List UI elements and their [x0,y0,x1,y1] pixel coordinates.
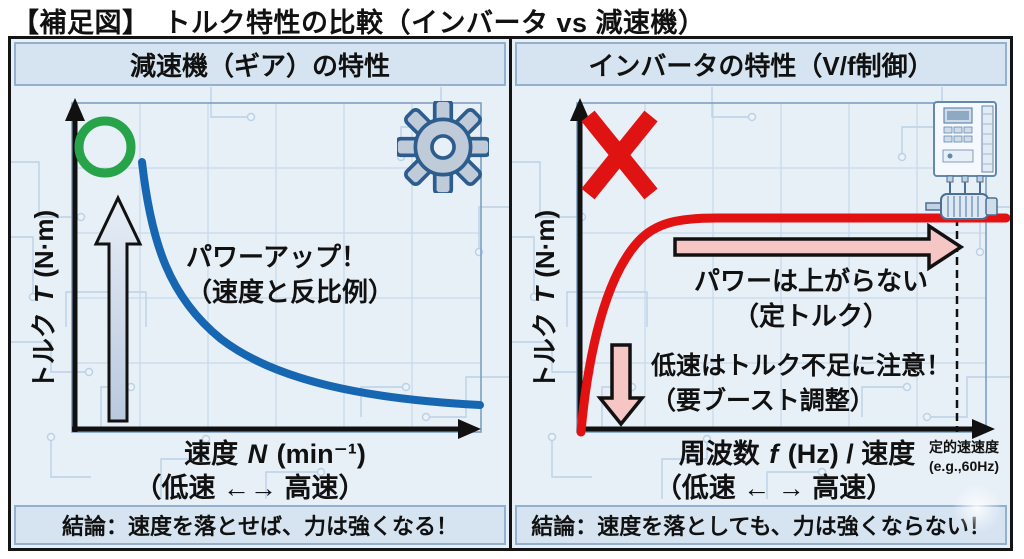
rated-speed-note: 定的速速度 (e.g.,60Hz) [920,438,1008,476]
gear-x-axis-arrowhead [458,419,481,439]
rated-speed-line2: (e.g.,60Hz) [928,458,999,474]
figure-title: 【補足図】 トルク特性の比較（インバータ vs 減速機） [12,8,706,38]
gear-ylabel-pre: トルク [29,304,59,391]
gear-annotation: パワーアップ！ （速度と反比例） [186,240,394,310]
inverter-torque-curve [576,213,1010,437]
constant-torque-right-arrow [673,222,965,272]
gear-ylabel-unit: (N·m) [29,209,59,285]
inverter-y-axis-label: トルク T (N·m) [528,150,562,450]
panel-inverter: インバータの特性（V/f制御） [512,39,1010,548]
inverter-lowspeed-line2: （要ブースト調整） [651,387,875,415]
gear-y-axis-label: トルク T (N·m) [27,150,61,450]
inverter-chart [512,87,1010,500]
inverter-x-axis-arrowhead [972,419,995,439]
gear-xlabel-unit: (min⁻¹) [269,439,366,469]
inverter-flat-line1: パワーは上がらない [693,266,928,296]
inverter-xlabel-symbol: f [769,439,779,469]
inverter-plot-border [576,102,987,433]
inverter-ylabel-symbol: T [530,286,560,303]
inverter-conclusion-band: 結論：速度を落としても、力は強くならない！ [515,505,1007,545]
inverter-flat-line2: （定トルク） [732,301,889,331]
gear-chart [11,87,509,500]
gear-plot-border [71,102,482,433]
gear-ylabel-symbol: T [29,286,59,303]
ok-circle-icon [74,116,136,178]
gear-x-axis-label: 速度 N (min⁻¹) [75,437,475,472]
inverter-gridlines [577,103,986,432]
inverter-axes [577,117,975,432]
inverter-panel-title: インバータの特性（V/f制御） [588,50,934,81]
gear-axes [72,117,461,432]
inverter-ylabel-unit: (N·m) [530,209,560,285]
comparison-frame: 減速機（ギア）の特性 [8,36,1013,551]
inverter-lowspeed-annotation: 低速はトルク不足に注意！ （要ブースト調整） [651,349,951,419]
torque-drop-down-arrow [596,343,646,427]
inverter-xlabel-unit: (Hz) / 速度 [780,439,916,469]
inverter-panel-header: インバータの特性（V/f制御） [515,42,1007,86]
gear-panel-header: 減速機（ギア）の特性 [14,42,506,86]
gear-x-axis-sublabel: （低速 ←→ 高速） [134,473,366,503]
inverter-ylabel-pre: トルク [530,304,560,391]
gear-icon [397,101,489,193]
inverter-lowspeed-line1: 低速はトルク不足に注意！ [651,352,952,380]
panel-gear: 減速機（ギア）の特性 [11,39,512,548]
inverter-flat-annotation: パワーは上がらない （定トルク） [611,264,1010,334]
inverter-motor-icon [925,101,998,220]
inverter-x-axis-label: 周波数 f (Hz) / 速度 [597,437,997,472]
gear-xlabel-pre: 速度 [184,439,246,469]
gear-xlabel-symbol: N [247,439,268,469]
gear-torque-curve [138,158,484,409]
inverter-x-axis-sublabel: （低速 ← → 高速） [654,473,894,503]
inverter-y-axis-arrowhead [570,98,590,121]
torque-up-arrow [93,194,143,423]
inverter-conclusion-text: 結論：速度を落としても、力は強くならない！ [531,514,991,539]
gear-conclusion-band: 結論：速度を落とせば、力は強くなる！ [14,505,506,545]
ng-cross-icon [581,110,658,200]
gear-panel-title: 減速機（ギア）の特性 [129,50,390,81]
gear-conclusion-text: 結論：速度を落とせば、力は強くなる！ [61,514,458,539]
gear-y-axis-arrowhead [65,98,85,121]
rated-speed-line1: 定的速速度 [929,439,999,455]
gear-annotation-line1: パワーアップ！ [186,242,367,272]
gear-annotation-line2: （速度と反比例） [186,277,395,307]
inverter-xlabel-pre: 周波数 [678,439,768,469]
